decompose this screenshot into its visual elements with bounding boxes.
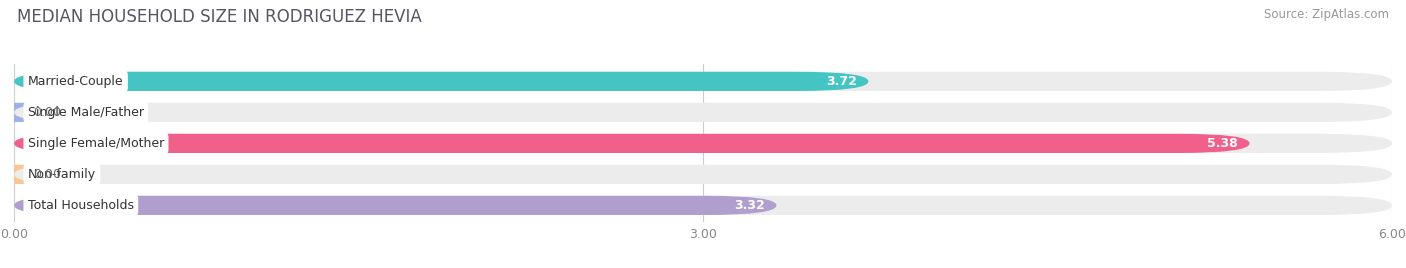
Text: 0.00: 0.00 [32,106,60,119]
FancyBboxPatch shape [14,196,776,215]
FancyBboxPatch shape [14,165,1392,184]
Text: MEDIAN HOUSEHOLD SIZE IN RODRIGUEZ HEVIA: MEDIAN HOUSEHOLD SIZE IN RODRIGUEZ HEVIA [17,8,422,26]
Text: Total Households: Total Households [28,199,134,212]
Text: 3.72: 3.72 [825,75,856,88]
FancyBboxPatch shape [14,72,1392,91]
Text: 0.00: 0.00 [32,168,60,181]
Text: Married-Couple: Married-Couple [28,75,124,88]
FancyBboxPatch shape [0,103,86,122]
FancyBboxPatch shape [14,103,1392,122]
Text: Non-family: Non-family [28,168,96,181]
FancyBboxPatch shape [0,165,86,184]
Text: 3.32: 3.32 [734,199,765,212]
Text: Single Female/Mother: Single Female/Mother [28,137,165,150]
FancyBboxPatch shape [14,72,869,91]
FancyBboxPatch shape [14,196,1392,215]
FancyBboxPatch shape [14,134,1392,153]
Text: 5.38: 5.38 [1208,137,1239,150]
Text: Single Male/Father: Single Male/Father [28,106,143,119]
FancyBboxPatch shape [14,134,1250,153]
Text: Source: ZipAtlas.com: Source: ZipAtlas.com [1264,8,1389,21]
